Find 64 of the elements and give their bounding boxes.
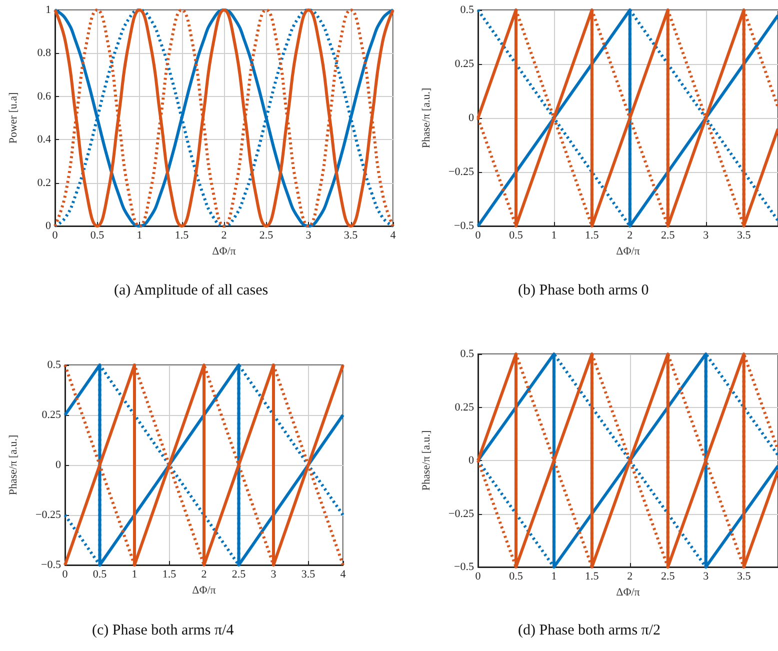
x-tick-label: 0.5 <box>92 568 108 580</box>
text: (b) Phase both arms 0 <box>518 282 649 298</box>
y-tick-label: 0.25 <box>454 401 474 414</box>
y-axis-title: Phase/π [a.u.] <box>8 434 20 496</box>
x-tick-label: 1 <box>132 568 138 580</box>
x-tick-label: 3 <box>270 568 277 580</box>
y-tick-label: −0.5 <box>454 561 474 573</box>
y-tick-label: 0 <box>468 454 474 466</box>
y-tick-label: 0.2 <box>37 176 51 189</box>
y-tick-label: 0.5 <box>460 4 474 16</box>
x-tick-label: 3 <box>306 230 312 242</box>
x-tick-label: 1.5 <box>585 230 600 242</box>
x-tick-label: 3.5 <box>736 570 752 582</box>
y-tick-label: 1 <box>46 4 51 16</box>
x-axis-title: ΔΦ/π <box>616 245 640 258</box>
y-tick-label: 0.5 <box>460 348 474 360</box>
y-tick-label: 0 <box>46 220 52 232</box>
x-tick-label: 3.5 <box>344 230 358 242</box>
y-tick-label: 0 <box>468 112 474 124</box>
y-tick-label: 0.5 <box>47 359 62 371</box>
x-tick-label: 1 <box>551 570 557 582</box>
x-tick-label: 2.5 <box>232 568 246 580</box>
x-tick-label: 2 <box>627 570 633 582</box>
x-tick-label: 1 <box>551 230 557 242</box>
y-tick-label: −0.5 <box>41 559 62 571</box>
x-tick-label: 2.5 <box>259 230 274 242</box>
x-tick-label: 3 <box>703 230 710 242</box>
x-tick-label: 1.5 <box>174 230 190 242</box>
x-tick-label: 3.5 <box>301 568 316 580</box>
text: (c) Phase both arms π/4 <box>92 622 234 638</box>
y-axis-title: Phase/π [a.u.] <box>420 88 432 148</box>
x-tick-label: 0.5 <box>509 570 524 582</box>
x-tick-label: 1.5 <box>585 570 600 582</box>
y-axis-title: Power [u.a] <box>8 92 20 144</box>
x-tick-label: 4 <box>340 568 346 580</box>
y-axis-title: Phase/π [a.u.] <box>420 430 432 491</box>
x-tick-label: 3.5 <box>736 230 752 242</box>
x-tick-label: 2 <box>221 230 227 242</box>
text: (a) Amplitude of all cases <box>114 282 268 298</box>
y-tick-label: −0.5 <box>454 220 474 232</box>
x-tick-label: 2.5 <box>661 570 676 582</box>
x-tick-label: 1.5 <box>162 568 177 580</box>
y-tick-label: 0.6 <box>37 90 52 102</box>
x-axis-title: ΔΦ/π <box>212 245 236 258</box>
y-tick-label: 0.4 <box>37 134 52 146</box>
x-tick-label: 2 <box>201 568 207 580</box>
x-tick-label: 0.5 <box>90 230 105 242</box>
x-tick-label: 2.5 <box>661 230 676 242</box>
x-tick-label: 0.5 <box>509 230 524 242</box>
x-tick-label: 2 <box>627 230 633 242</box>
x-tick-label: 3 <box>703 570 710 582</box>
x-tick-label: 4 <box>390 230 396 242</box>
y-tick-label: −0.25 <box>36 509 62 521</box>
x-axis-title: ΔΦ/π <box>616 586 640 598</box>
y-tick-label: 0.25 <box>454 58 474 70</box>
x-axis-title: ΔΦ/π <box>192 584 216 596</box>
y-tick-label: 0 <box>56 459 62 471</box>
text: (d) Phase both arms π/2 <box>518 622 661 638</box>
y-tick-label: 0.25 <box>42 409 62 421</box>
y-tick-label: −0.25 <box>448 166 474 178</box>
y-tick-label: −0.25 <box>448 508 474 520</box>
y-tick-label: 0.8 <box>37 47 52 60</box>
line-series <box>54 8 394 228</box>
x-tick-label: 1 <box>136 230 142 242</box>
